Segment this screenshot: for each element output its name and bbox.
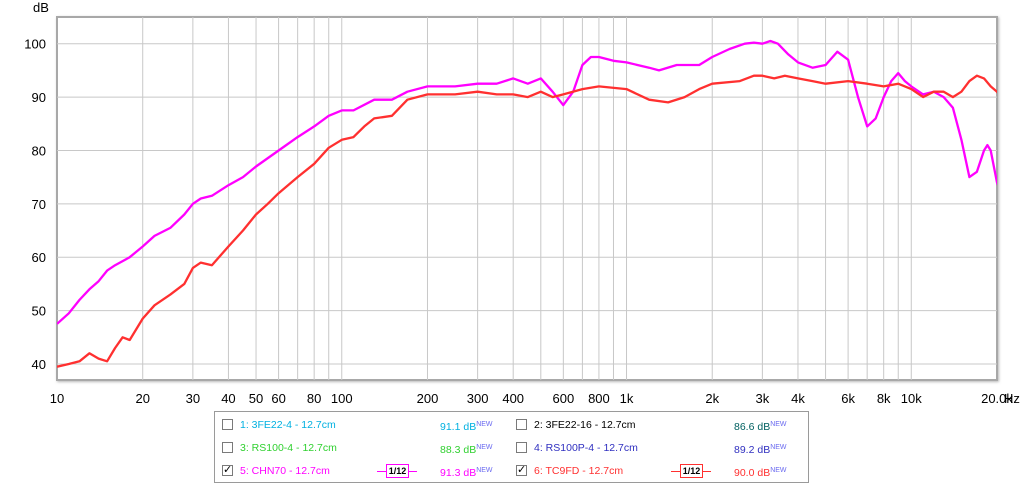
- legend-item[interactable]: 4: RS100P-4 - 12.7cm 89.2 dBNEW: [516, 440, 796, 456]
- legend-checkbox[interactable]: ✓: [516, 464, 527, 476]
- y-tick-label: 80: [32, 143, 46, 158]
- y-tick-labels: 40 50 60 70 80 90 100: [24, 37, 46, 372]
- legend-label: 1: 3FE22-4 - 12.7cm: [240, 419, 336, 431]
- series-lines: [57, 39, 997, 368]
- x-tick-label: 20: [135, 391, 149, 406]
- x-tick-label: 300: [467, 391, 489, 406]
- legend-label: 6: TC9FD - 12.7cm: [534, 465, 624, 477]
- x-tick-label: 80: [307, 391, 321, 406]
- x-tick-label: 50: [249, 391, 263, 406]
- x-tick-label: 100: [331, 391, 353, 406]
- x-tick-label: 200: [417, 391, 439, 406]
- legend-label: 2: 3FE22-16 - 12.7cm: [534, 419, 636, 431]
- legend-label: 5: CHN70 - 12.7cm: [240, 465, 330, 477]
- legend-item[interactable]: ✓ 5: CHN70 - 12.7cm 1/12 91.3 dBNEW: [222, 463, 502, 479]
- x-tick-label: 600: [552, 391, 574, 406]
- x-tick-label: 8k: [877, 391, 891, 406]
- y-tick-label: 50: [32, 304, 46, 319]
- legend-checkbox[interactable]: [222, 419, 233, 430]
- plot-area: [56, 16, 998, 381]
- y-axis-label: dB: [33, 0, 49, 15]
- smoothing-indicator[interactable]: 1/12: [671, 464, 711, 478]
- x-tick-label: 20.0k: [981, 391, 1013, 406]
- frequency-response-chart: 10 20 30 40 50 60 80 100 200 300 400 600 800 1k 2k 3k 4k…: [24, 0, 1020, 406]
- legend-level: 91.3 dBNEW: [440, 467, 493, 479]
- legend-checkbox[interactable]: [516, 419, 527, 430]
- y-tick-label: 100: [24, 37, 46, 52]
- y-tick-label: 90: [32, 90, 46, 105]
- legend-checkbox[interactable]: ✓: [222, 464, 233, 476]
- series-line: [57, 74, 997, 368]
- legend-level: 90.0 dBNEW: [734, 467, 787, 479]
- legend-checkbox[interactable]: [222, 442, 233, 453]
- legend-item[interactable]: 2: 3FE22-16 - 12.7cm 86.6 dBNEW: [516, 417, 796, 433]
- x-tick-label: 400: [502, 391, 524, 406]
- y-tick-label: 70: [32, 197, 46, 212]
- x-tick-label: 4k: [791, 391, 805, 406]
- legend: 1: 3FE22-4 - 12.7cm 91.1 dBNEW 2: 3FE22-16…: [214, 411, 809, 483]
- x-axis-unit: Hz: [1004, 391, 1020, 406]
- legend-item[interactable]: ✓ 6: TC9FD - 12.7cm 1/12 90.0 dBNEW: [516, 463, 796, 479]
- x-tick-label: 10: [50, 391, 64, 406]
- legend-label: 4: RS100P-4 - 12.7cm: [534, 442, 638, 454]
- legend-level: 86.6 dBNEW: [734, 421, 787, 433]
- smoothing-indicator[interactable]: 1/12: [377, 464, 417, 478]
- x-tick-label: 6k: [841, 391, 855, 406]
- x-tick-labels: 10 20 30 40 50 60 80 100 200 300 400 600 800 1k 2k 3k 4k…: [50, 391, 1014, 406]
- x-tick-label: 10k: [901, 391, 922, 406]
- x-tick-label: 40: [221, 391, 235, 406]
- legend-checkbox[interactable]: [516, 442, 527, 453]
- legend-level: 89.2 dBNEW: [734, 444, 787, 456]
- x-tick-label: 2k: [705, 391, 719, 406]
- x-tick-label: 800: [588, 391, 610, 406]
- legend-level: 88.3 dBNEW: [440, 444, 493, 456]
- legend-item[interactable]: 1: 3FE22-4 - 12.7cm 91.1 dBNEW: [222, 417, 502, 433]
- y-tick-label: 40: [32, 357, 46, 372]
- legend-level: 91.1 dBNEW: [440, 421, 493, 433]
- x-tick-label: 3k: [756, 391, 770, 406]
- x-tick-label: 60: [271, 391, 285, 406]
- legend-item[interactable]: 3: RS100-4 - 12.7cm 88.3 dBNEW: [222, 440, 502, 456]
- x-tick-label: 1k: [620, 391, 634, 406]
- legend-label: 3: RS100-4 - 12.7cm: [240, 442, 337, 454]
- series-line: [57, 39, 997, 325]
- x-tick-label: 30: [186, 391, 200, 406]
- y-tick-label: 60: [32, 250, 46, 265]
